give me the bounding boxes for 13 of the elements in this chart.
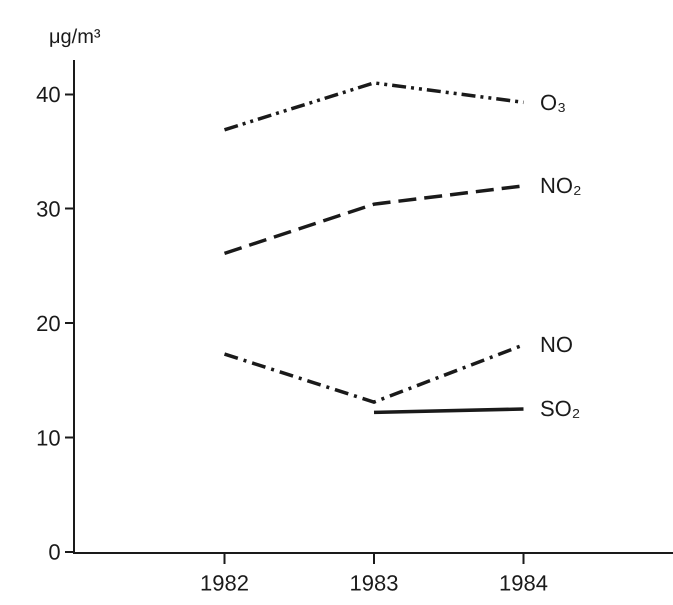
y-tick-label: 30 — [36, 196, 61, 222]
y-tick-label: 40 — [36, 82, 61, 108]
x-tick-label: 1984 — [499, 570, 548, 596]
series-label: NO — [540, 332, 573, 357]
x-tick-label: 1982 — [200, 570, 249, 596]
y-tick-label: 0 — [48, 540, 61, 565]
y-axis-title: μg/m³ — [49, 26, 101, 48]
y-tick-label: 20 — [36, 310, 61, 336]
x-tick-label: 1983 — [350, 570, 398, 596]
y-tick-label: 10 — [36, 425, 61, 450]
series-label: NO₂ — [540, 173, 582, 198]
series-label: SO₂ — [540, 396, 580, 421]
series-label: O₃ — [540, 90, 566, 115]
